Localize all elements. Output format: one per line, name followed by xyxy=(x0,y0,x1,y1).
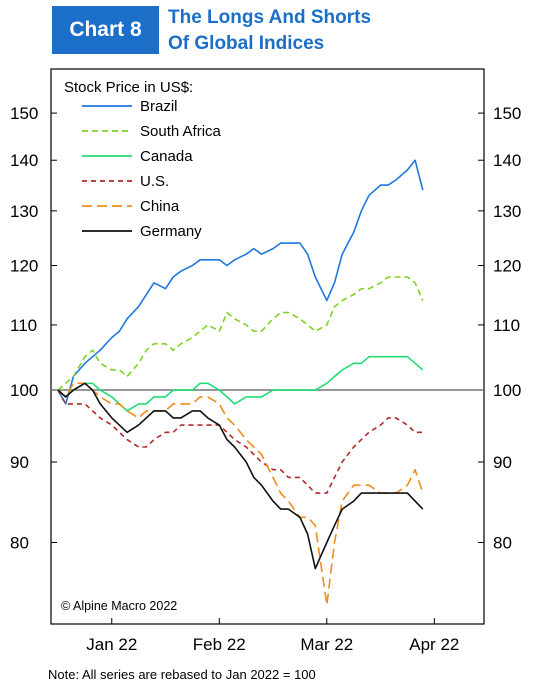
series-lines-layer xyxy=(57,159,424,606)
y-tick-label-left: 120 xyxy=(10,257,38,276)
chart-number-badge: Chart 8 xyxy=(52,6,159,54)
y-tick-label-left: 90 xyxy=(10,453,29,472)
y-tick-label-left: 150 xyxy=(10,104,38,123)
legend: Stock Price in US$: Brazil South Africa Ca… xyxy=(64,79,222,240)
series-line-brazil xyxy=(57,159,424,405)
chart-title-line-1: The Longs And Shorts xyxy=(168,7,372,28)
legend-label-u-s: U.S. xyxy=(140,173,169,190)
plot-frame xyxy=(50,68,485,625)
series-line-south-africa xyxy=(57,276,424,391)
x-tick-label: Jan 22 xyxy=(86,635,137,654)
y-tick-label-left: 80 xyxy=(10,533,29,552)
chart-title-line-2: Of Global Indices xyxy=(168,33,325,54)
y-tick-label-left: 140 xyxy=(10,151,38,170)
axes-layer: 80 80 90 90 100 100 110 110 120 120 130 130 140 140 15… xyxy=(10,104,521,654)
legend-label-canada: Canada xyxy=(140,148,193,165)
y-tick-label-right: 110 xyxy=(493,316,520,335)
series-line-germany xyxy=(57,382,424,570)
y-tick-label-right: 150 xyxy=(493,104,521,123)
y-tick-label-left: 100 xyxy=(10,381,38,400)
copyright-watermark: © Alpine Macro 2022 xyxy=(61,599,177,613)
y-tick-label-right: 140 xyxy=(493,151,521,170)
x-tick-label: Mar 22 xyxy=(300,635,353,654)
legend-label-china: China xyxy=(140,198,180,215)
legend-label-brazil: Brazil xyxy=(140,98,178,115)
y-tick-label-right: 130 xyxy=(493,202,521,221)
series-line-u-s xyxy=(57,389,423,494)
legend-title: Stock Price in US$: xyxy=(64,79,193,96)
y-tick-label-right: 90 xyxy=(493,453,512,472)
y-tick-label-left: 110 xyxy=(10,316,37,335)
x-tick-label: Apr 22 xyxy=(409,635,459,654)
y-tick-label-left: 130 xyxy=(10,202,38,221)
y-tick-label-right: 120 xyxy=(493,257,521,276)
legend-label-south-africa: South Africa xyxy=(140,123,222,140)
chart-title: The Longs And Shorts Of Global Indices xyxy=(168,5,371,57)
series-line-china xyxy=(57,382,424,606)
y-tick-label-right: 100 xyxy=(493,381,521,400)
series-line-canada xyxy=(57,355,424,412)
x-tick-label: Feb 22 xyxy=(193,635,246,654)
y-tick-label-right: 80 xyxy=(493,533,512,552)
legend-label-germany: Germany xyxy=(140,223,202,240)
chart-footnote: Note: All series are rebased to Jan 2022… xyxy=(48,667,316,682)
